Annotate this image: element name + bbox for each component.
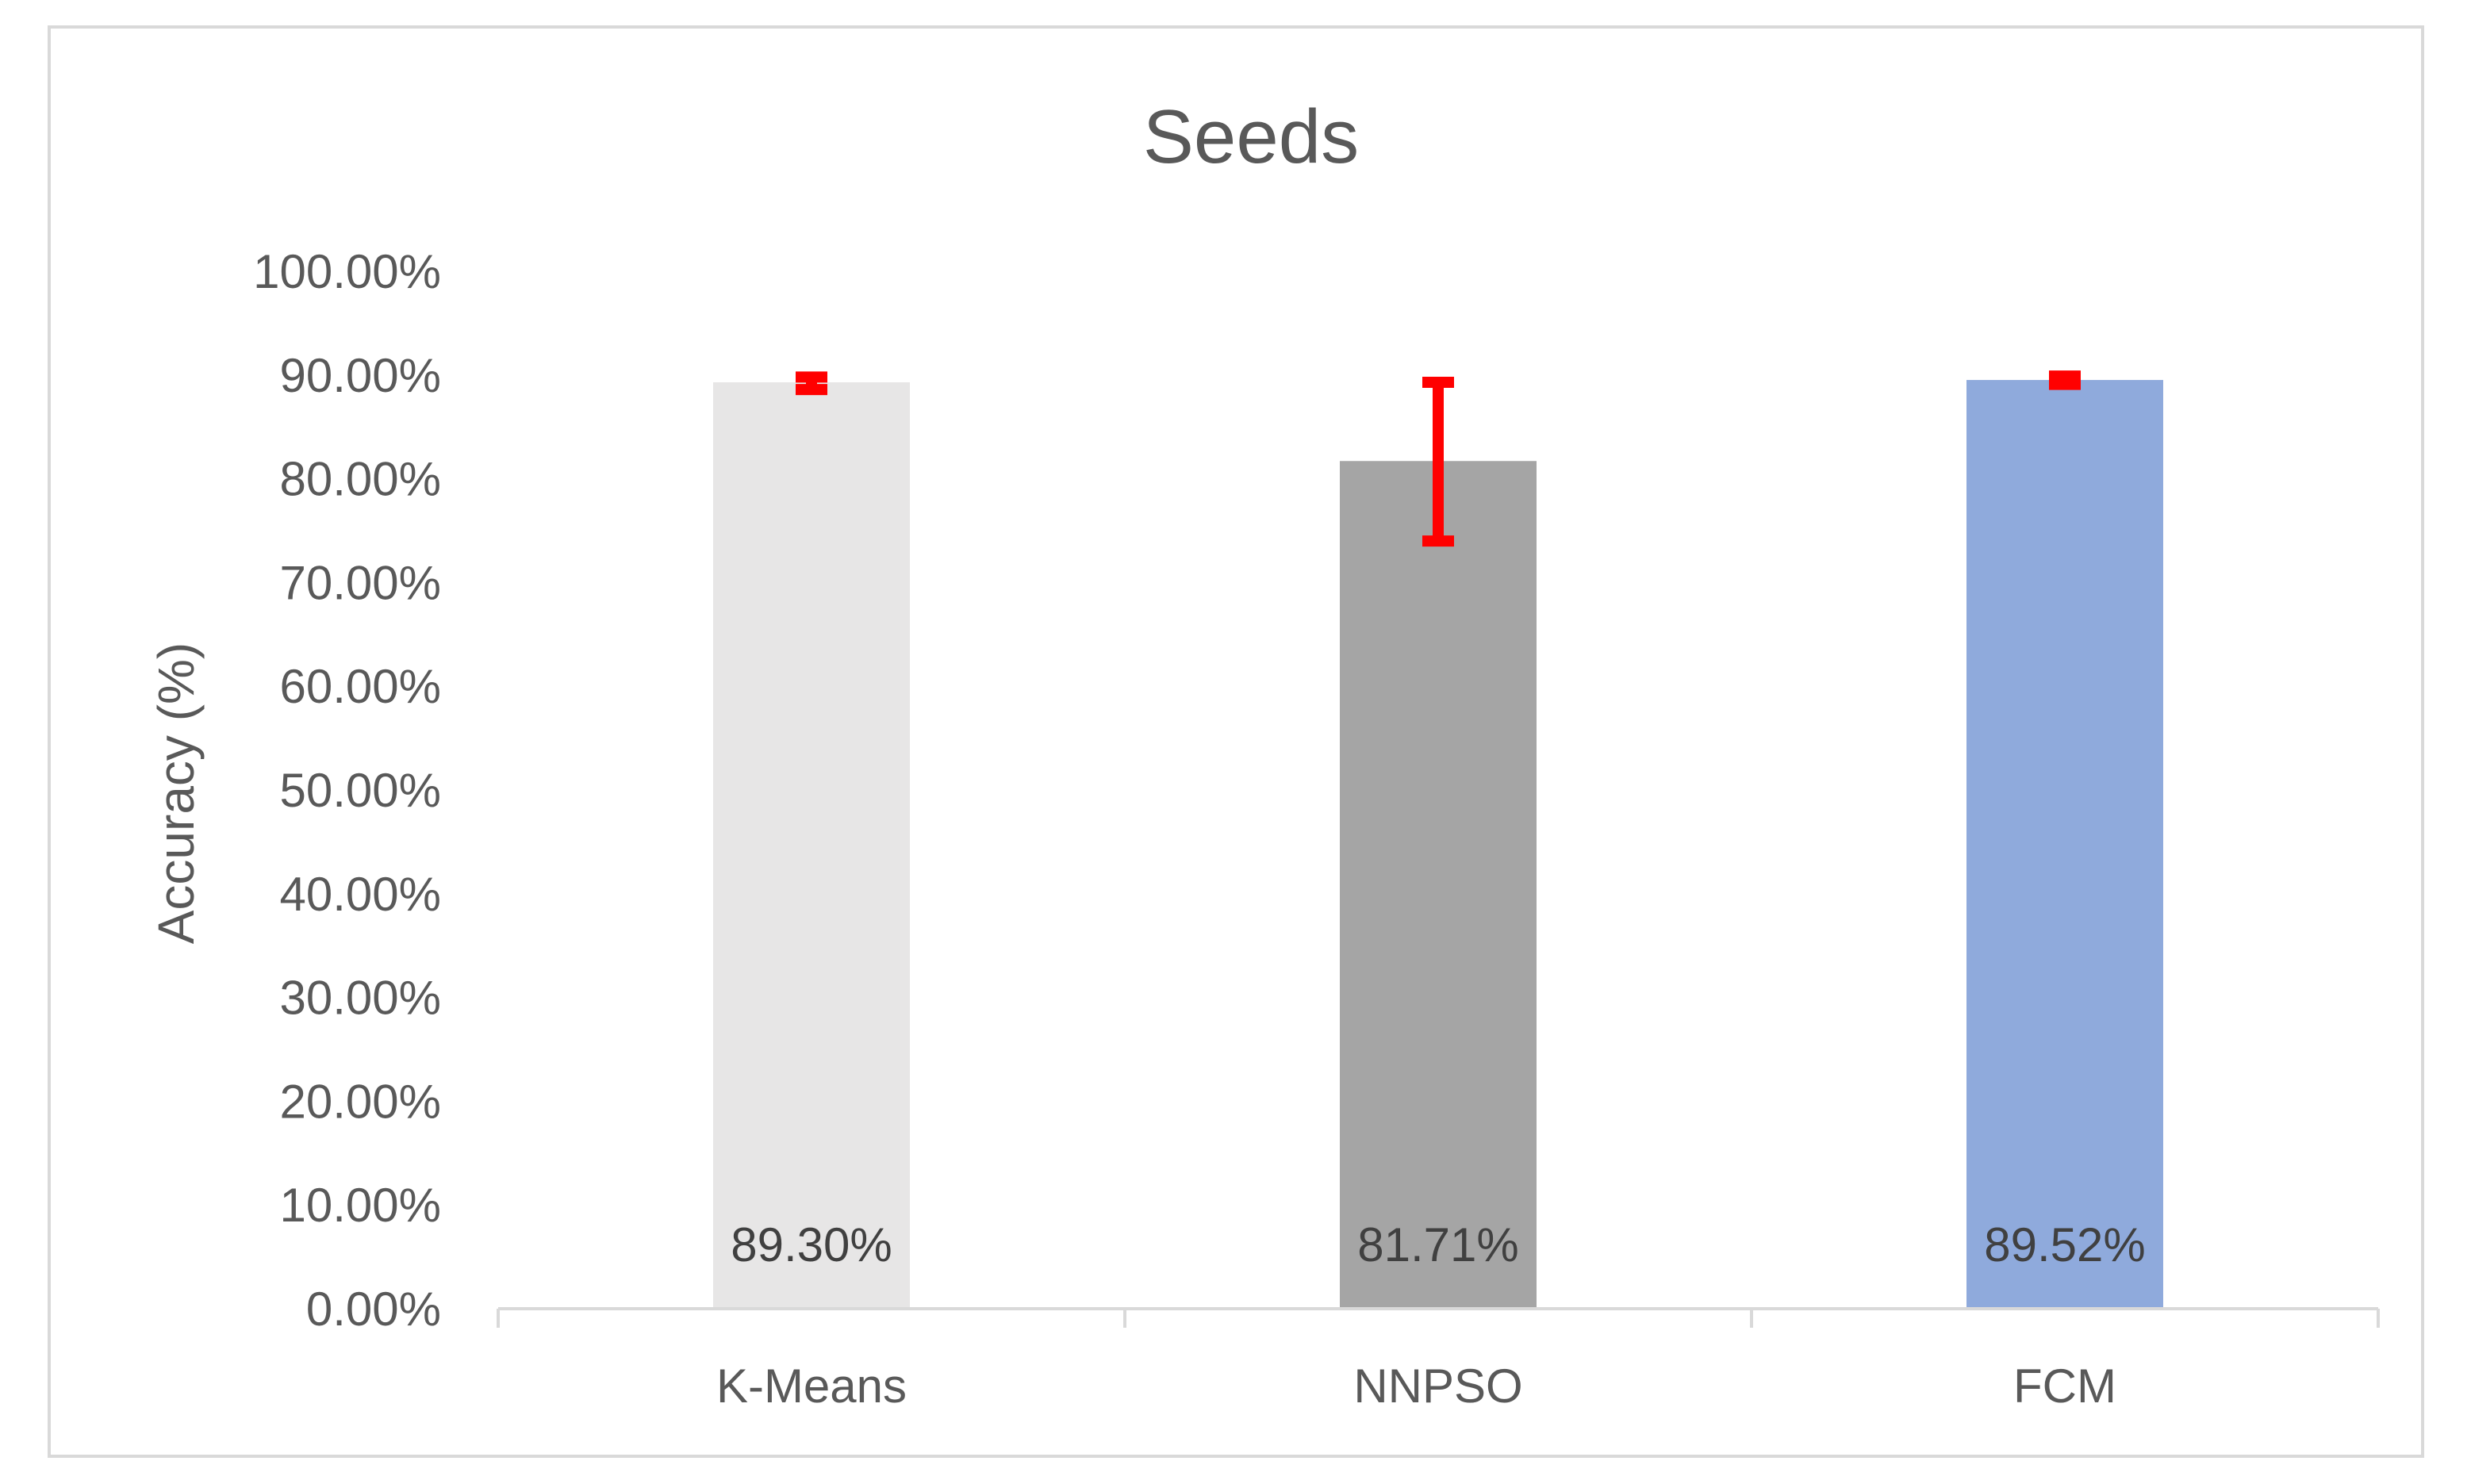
y-tick-label: 70.00% bbox=[280, 556, 442, 609]
y-tick-label: 80.00% bbox=[280, 453, 442, 506]
y-tick-label: 30.00% bbox=[280, 972, 442, 1025]
x-axis-ticks: K-Means NNPSO FCM bbox=[716, 1359, 2116, 1413]
y-tick-label: 100.00% bbox=[253, 245, 441, 298]
error-bar-k-means bbox=[796, 371, 827, 396]
bar-nnpso bbox=[1340, 461, 1537, 1310]
y-tick-label: 20.00% bbox=[280, 1075, 442, 1128]
y-tick-label: 10.00% bbox=[280, 1179, 442, 1232]
y-tick-label: 40.00% bbox=[280, 868, 442, 921]
y-tick-label: 60.00% bbox=[280, 660, 442, 713]
data-label: 89.52% bbox=[1984, 1218, 2146, 1271]
x-tick-label: NNPSO bbox=[1353, 1359, 1522, 1413]
bar-k-means bbox=[713, 382, 910, 1309]
data-labels: 89.30% 81.71% 89.52% bbox=[731, 1218, 2146, 1271]
x-tick-label: FCM bbox=[2013, 1359, 2116, 1413]
data-label: 89.30% bbox=[731, 1218, 892, 1271]
chart-title: Seeds bbox=[1143, 94, 1359, 179]
data-label: 81.71% bbox=[1357, 1218, 1519, 1271]
y-tick-label: 50.00% bbox=[280, 764, 442, 817]
y-tick-label: 90.00% bbox=[280, 349, 442, 402]
x-axis bbox=[497, 1307, 2380, 1328]
x-tick-label: K-Means bbox=[716, 1359, 907, 1413]
error-bars bbox=[796, 370, 2081, 547]
bar-fcm bbox=[1966, 380, 2163, 1310]
bars bbox=[713, 380, 2163, 1310]
y-axis-ticks: 0.00% 10.00% 20.00% 30.00% 40.00% 50.00% 60.00… bbox=[253, 245, 441, 1336]
error-bar-nnpso bbox=[1422, 376, 1454, 547]
error-bar-fcm bbox=[2049, 370, 2081, 390]
y-tick-label: 0.00% bbox=[306, 1283, 441, 1336]
y-axis-label: Accuracy (%) bbox=[148, 642, 205, 945]
